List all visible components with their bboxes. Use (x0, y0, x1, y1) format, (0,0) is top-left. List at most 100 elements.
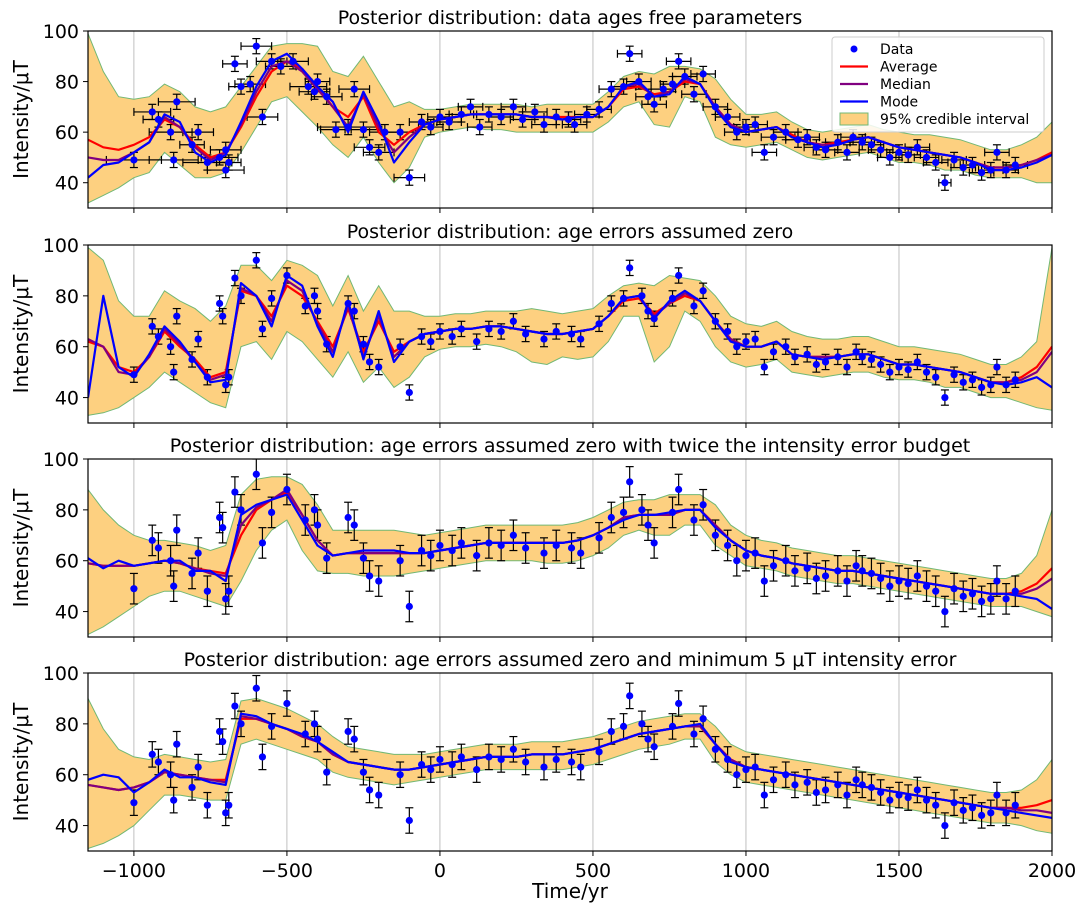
x-tick-label: 1000 (722, 860, 770, 882)
data-point (760, 791, 768, 799)
data-point (313, 77, 322, 86)
y-tick-label: 40 (55, 816, 79, 838)
data-point (350, 307, 358, 315)
data-point (540, 120, 548, 129)
data-point (760, 577, 768, 585)
data-point (417, 546, 426, 555)
data-point (821, 358, 830, 366)
data-point (203, 373, 211, 381)
data-point (427, 766, 435, 774)
legend-marker-band (839, 112, 869, 126)
data-point (867, 141, 876, 149)
data-point (751, 763, 759, 771)
data-point (922, 368, 931, 376)
data-point (375, 148, 383, 156)
axes-frame (87, 244, 1053, 424)
data-point (310, 720, 319, 728)
data-point (222, 146, 230, 154)
data-point (812, 360, 820, 369)
x-tick-label: 1500 (875, 860, 923, 882)
data-point (167, 557, 175, 565)
data-point (913, 786, 921, 794)
data-point (148, 322, 156, 330)
y-tick-label: 80 (55, 500, 79, 522)
data-point (436, 327, 444, 336)
data-point (323, 768, 331, 776)
data-point (858, 353, 866, 361)
data-point (922, 582, 931, 590)
data-point (350, 521, 358, 529)
data-point (858, 567, 866, 575)
data-point (473, 338, 481, 346)
data-point (619, 508, 628, 516)
data-point (457, 753, 465, 761)
data-point (473, 552, 481, 560)
data-point (834, 781, 842, 789)
data-point (760, 363, 768, 371)
panel-3: 40 60 80 100 Posterior distribution: age err… (9, 435, 1053, 642)
data-point (769, 348, 778, 356)
data-point (225, 801, 233, 809)
data-point (323, 93, 331, 101)
data-point (644, 521, 652, 529)
data-point (644, 735, 652, 743)
data-point (635, 77, 643, 86)
data-point (895, 148, 903, 156)
legend-label: Mode (880, 95, 918, 111)
y-tick-label: 80 (55, 72, 79, 94)
data-point (237, 720, 245, 728)
data-point (258, 113, 267, 121)
data-point (427, 338, 435, 346)
data-point (607, 299, 615, 308)
data-point (607, 513, 615, 522)
data-point (154, 544, 162, 552)
data-point (638, 506, 646, 514)
data-point (375, 791, 383, 799)
data-point (170, 368, 178, 376)
plot-area (88, 674, 1052, 850)
y-tick-label: 100 (43, 663, 79, 685)
data-point (978, 383, 986, 391)
credible-interval-band (88, 697, 1052, 850)
data-point (619, 722, 628, 731)
data-point (724, 755, 732, 764)
data-point (932, 373, 940, 381)
data-point (769, 562, 778, 570)
credible-interval-band (88, 476, 1052, 636)
data-point (886, 796, 894, 804)
data-point (803, 564, 811, 572)
y-tick-label: 80 (55, 286, 79, 308)
y-tick-label: 60 (55, 122, 79, 144)
data-point (485, 110, 493, 119)
data-point (834, 353, 842, 361)
data-point (987, 381, 995, 389)
data-point (1011, 161, 1019, 169)
data-point (231, 274, 239, 282)
data-point (154, 115, 162, 124)
data-point (724, 541, 732, 550)
data-point (607, 727, 615, 736)
data-point (877, 788, 885, 797)
data-point (396, 557, 404, 565)
data-point (993, 791, 1001, 799)
data-point (344, 123, 352, 131)
data-point (497, 327, 505, 336)
data-point (895, 791, 903, 799)
data-point (231, 488, 239, 496)
data-point (978, 811, 986, 820)
data-point (668, 508, 677, 516)
data-point (332, 126, 340, 134)
data-point (252, 684, 260, 692)
data-point (583, 110, 591, 119)
data-point (886, 153, 894, 162)
data-point (1011, 801, 1019, 809)
data-point (522, 544, 530, 552)
data-point (436, 755, 444, 764)
data-point (237, 506, 245, 514)
data-point (194, 128, 202, 136)
data-point (344, 299, 352, 308)
data-point (448, 760, 456, 769)
data-point (794, 136, 802, 144)
data-point (619, 83, 628, 91)
x-tick-label: 2000 (1028, 860, 1076, 882)
